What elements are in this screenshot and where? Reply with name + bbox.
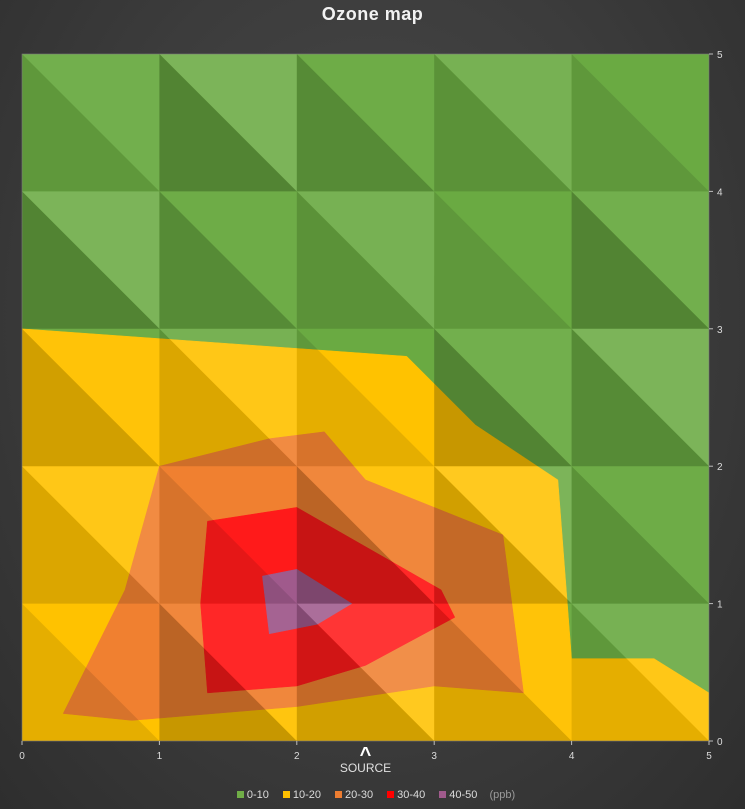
facet-highlight [22, 54, 160, 192]
y-tick-label: 1 [717, 600, 723, 611]
facet-shadow [434, 328, 572, 467]
facet-shadow [22, 603, 160, 741]
chart-legend: 0-10 10-20 20-30 30-40 40-50 (ppb) [0, 789, 745, 801]
facet-shadow [159, 603, 297, 741]
plot-border [21, 53, 710, 742]
facet-shadow [571, 603, 709, 741]
facet-highlight [434, 328, 572, 467]
facet-shadow [296, 328, 435, 467]
facet-shadow [571, 328, 709, 467]
band-40-50-polygon [262, 569, 353, 635]
legend-unit: (ppb) [489, 789, 516, 801]
x-tick-label: 4 [569, 751, 575, 762]
facet-shadow [434, 54, 572, 192]
facet-shadow [296, 191, 435, 329]
facet-shadow [159, 54, 297, 192]
legend-label: 10-20 [292, 789, 321, 801]
facet-shadow [296, 603, 435, 741]
source-marker-icon: ^ [360, 744, 372, 766]
x-tick-label: 2 [294, 751, 300, 762]
facet-shadow [296, 466, 435, 604]
legend-entry: 30-40 [387, 789, 425, 801]
legend-label: 20-30 [345, 789, 374, 801]
legend-entry: 20-30 [335, 789, 373, 801]
facet-shadow [22, 328, 160, 467]
legend-label: 40-50 [449, 789, 478, 801]
facet-shadow [434, 191, 572, 329]
facet-shadow [571, 54, 709, 192]
facet-highlight [434, 466, 572, 604]
facet-shadow [296, 54, 435, 192]
legend-label: 30-40 [397, 789, 426, 801]
facet-shadow [434, 603, 572, 741]
legend-swatch [439, 790, 447, 798]
legend-entry: 40-50 [439, 789, 477, 801]
y-tick-label: 4 [717, 187, 723, 198]
legend-swatch [335, 790, 342, 798]
facet-highlight [159, 328, 297, 467]
y-tick-label: 2 [717, 462, 723, 473]
y-tick-label: 0 [717, 737, 723, 748]
facet-highlight [571, 603, 709, 741]
facet-shadow [571, 191, 709, 329]
facet-highlight [296, 466, 435, 604]
legend-swatch [236, 790, 244, 798]
facet-shadow [22, 191, 160, 329]
facet-shadow [159, 466, 297, 604]
legend-swatch [282, 790, 290, 798]
legend-swatch [387, 790, 395, 798]
source-label: SOURCE [340, 761, 391, 775]
x-tick-label: 0 [19, 751, 25, 762]
legend-entry: 0-10 [236, 789, 269, 801]
y-tick-label: 5 [717, 50, 723, 61]
y-tick-label: 3 [717, 325, 723, 336]
facet-shadow [159, 328, 297, 467]
x-tick-label: 1 [157, 751, 163, 762]
facet-highlight [296, 603, 435, 741]
facet-highlight [159, 54, 297, 192]
x-tick-label: 5 [706, 751, 712, 762]
facet-highlight [571, 191, 709, 329]
facet-highlight [571, 328, 709, 467]
facet-shadow [571, 466, 709, 604]
band-layer [22, 54, 709, 741]
legend-entry: 10-20 [282, 789, 321, 801]
facet-highlight [296, 191, 435, 329]
facet-highlight [159, 603, 297, 741]
shading-layer [22, 54, 709, 741]
chart-title: Ozone map [321, 4, 424, 24]
x-tick-label: 3 [431, 751, 437, 762]
facet-shadow [159, 191, 297, 329]
facet-shadow [434, 466, 572, 604]
facet-highlight [434, 54, 572, 192]
facet-highlight [22, 466, 160, 604]
legend-label: 0-10 [246, 789, 269, 801]
facet-shadow [22, 54, 160, 192]
facet-shadow [22, 466, 160, 604]
facet-highlight [22, 191, 160, 329]
legend-items: 0-10 10-20 20-30 30-40 40-50 [230, 789, 485, 801]
